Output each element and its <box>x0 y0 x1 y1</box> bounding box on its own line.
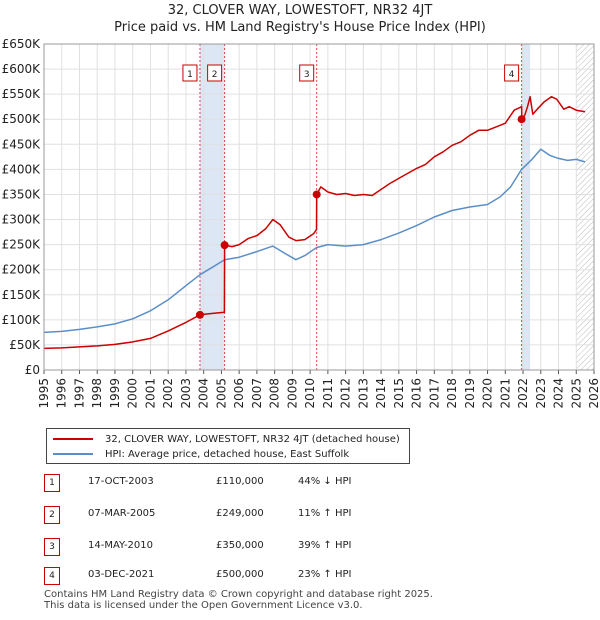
x-tick-label: 2008 <box>268 378 282 409</box>
x-tick-label: 2015 <box>392 378 406 409</box>
x-tick-label: 1997 <box>72 378 86 409</box>
sale-point <box>195 310 204 319</box>
y-tick-label: £100K <box>2 313 42 327</box>
x-tick-label: 2014 <box>374 378 388 409</box>
legend-item-property: 32, CLOVER WAY, LOWESTOFT, NR32 4JT (det… <box>53 432 400 446</box>
x-tick-label: 2002 <box>161 378 175 409</box>
transaction-badge: 1 <box>44 474 60 492</box>
x-tick-label: 2012 <box>339 378 353 409</box>
transaction-row: 1 17-OCT-2003 £110,000 44% ↓ HPI <box>44 474 464 492</box>
transaction-price: £350,000 <box>216 540 264 551</box>
sale-badge-label: 3 <box>304 70 310 80</box>
shaded-band <box>521 44 531 370</box>
y-tick-label: £250K <box>2 238 42 252</box>
y-tick-label: £500K <box>2 112 42 126</box>
transaction-price: £110,000 <box>216 476 264 487</box>
x-tick-label: 2023 <box>534 378 548 409</box>
x-tick-label: 2000 <box>126 378 140 409</box>
footer-licence: This data is licensed under the Open Gov… <box>44 600 363 611</box>
x-tick-label: 2021 <box>498 378 512 409</box>
sale-badge <box>182 64 198 82</box>
x-tick-label: 2004 <box>197 378 211 409</box>
legend-label-hpi: HPI: Average price, detached house, East… <box>105 448 350 460</box>
footer: Contains HM Land Registry data © Crown c… <box>44 589 433 611</box>
transaction-hpi: 23% ↑ HPI <box>298 569 352 580</box>
x-tick-label: 2013 <box>356 378 370 409</box>
x-tick-label: 2016 <box>410 378 424 409</box>
transaction-row: 4 03-DEC-2021 £500,000 23% ↑ HPI <box>44 567 464 585</box>
footer-copyright: Contains HM Land Registry data © Crown c… <box>44 589 433 600</box>
sale-badge <box>504 64 520 82</box>
x-tick-label: 2024 <box>552 378 566 409</box>
legend-label-property: 32, CLOVER WAY, LOWESTOFT, NR32 4JT (det… <box>105 433 400 445</box>
chart-subtitle: Price paid vs. HM Land Registry's House … <box>114 20 486 35</box>
y-tick-label: £550K <box>2 87 42 101</box>
transaction-hpi: 39% ↑ HPI <box>298 540 352 551</box>
x-tick-label: 1998 <box>90 378 104 409</box>
transaction-hpi: 11% ↑ HPI <box>298 508 352 519</box>
legend-swatch-hpi <box>53 453 93 455</box>
x-tick-label: 2009 <box>285 378 299 409</box>
transaction-row: 3 14-MAY-2010 £350,000 39% ↑ HPI <box>44 538 464 556</box>
x-tick-label: 2017 <box>427 378 441 409</box>
x-tick-label: 2005 <box>214 378 228 409</box>
y-tick-label: £0 <box>25 363 40 377</box>
y-tick-label: £300K <box>2 213 42 227</box>
x-tick-label: 2006 <box>232 378 246 409</box>
x-tick-label: 2010 <box>303 378 317 409</box>
transaction-badge: 4 <box>44 567 60 585</box>
transaction-date: 07-MAR-2005 <box>88 508 156 519</box>
forecast-hatch <box>576 44 594 370</box>
x-tick-label: 2025 <box>569 378 583 409</box>
transaction-price: £500,000 <box>216 569 264 580</box>
x-tick-label: 1999 <box>108 378 122 409</box>
x-tick-label: 2022 <box>516 378 530 409</box>
y-tick-label: £50K <box>9 338 41 352</box>
transaction-row: 2 07-MAR-2005 £249,000 11% ↑ HPI <box>44 506 464 524</box>
y-tick-label: £600K <box>2 62 42 76</box>
y-tick-label: £650K <box>2 37 42 51</box>
sale-badge-label: 1 <box>187 70 193 80</box>
sale-badge <box>299 64 315 82</box>
legend: 32, CLOVER WAY, LOWESTOFT, NR32 4JT (det… <box>46 428 410 464</box>
series-line-hpi <box>43 148 586 334</box>
x-tick-label: 2019 <box>463 378 477 409</box>
transaction-date: 17-OCT-2003 <box>88 476 154 487</box>
y-tick-label: £400K <box>2 162 42 176</box>
transaction-badge: 3 <box>44 538 60 556</box>
sale-badge-label: 4 <box>509 70 515 80</box>
sale-badge-label: 2 <box>212 70 218 80</box>
x-tick-label: 2001 <box>143 378 157 409</box>
series-line-property <box>43 95 586 350</box>
y-tick-label: £200K <box>2 263 42 277</box>
sale-badge <box>207 64 223 82</box>
chart-title: 32, CLOVER WAY, LOWESTOFT, NR32 4JT <box>167 3 433 18</box>
sale-point <box>517 115 526 124</box>
sale-point <box>312 190 321 199</box>
y-tick-label: £350K <box>2 187 42 201</box>
transaction-date: 14-MAY-2010 <box>88 540 154 551</box>
transaction-badge: 2 <box>44 506 60 524</box>
transaction-price: £249,000 <box>216 508 264 519</box>
x-tick-label: 2011 <box>321 378 335 409</box>
plot-frame <box>43 43 595 371</box>
legend-item-hpi: HPI: Average price, detached house, East… <box>53 447 349 461</box>
x-tick-label: 2020 <box>481 378 495 409</box>
x-tick-label: 2003 <box>179 378 193 409</box>
x-tick-label: 2018 <box>445 378 459 409</box>
legend-swatch-property <box>53 438 93 440</box>
transaction-date: 03-DEC-2021 <box>88 569 155 580</box>
x-tick-label: 1996 <box>55 378 69 409</box>
x-tick-label: 2026 <box>587 378 600 409</box>
sale-point <box>220 241 229 250</box>
y-tick-label: £450K <box>2 137 42 151</box>
x-tick-label: 2007 <box>250 378 264 409</box>
transaction-hpi: 44% ↓ HPI <box>298 476 352 487</box>
x-tick-label: 1995 <box>37 378 51 409</box>
price-chart: 1 2 3 4 £0 £50K £100K £150K £200K £250K £300K £350… <box>2 37 600 409</box>
y-tick-label: £150K <box>2 288 42 302</box>
